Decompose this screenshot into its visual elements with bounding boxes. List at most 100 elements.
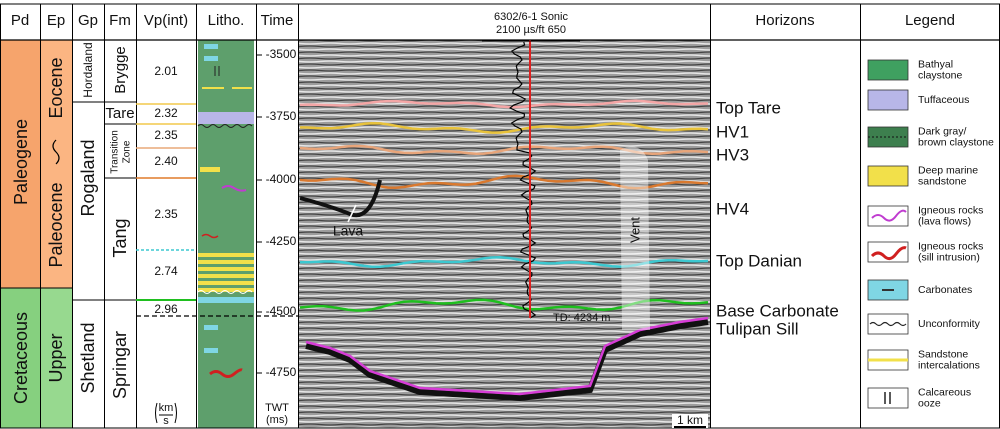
horizon-line — [300, 256, 709, 268]
legend-label: Sandstone — [918, 348, 968, 360]
time-axis-label: (ms) — [266, 414, 288, 426]
legend-label: (sill intrusion) — [918, 251, 980, 263]
horizon-label: Top Danian — [716, 251, 802, 270]
formation-label: Tang — [110, 218, 130, 257]
legend-label: Carbonates — [918, 284, 972, 296]
formation-label: Zone — [122, 140, 133, 163]
horizon-line — [299, 298, 709, 312]
legend-label: brown claystone — [918, 136, 994, 148]
legend-label: Tuffaceous — [918, 94, 969, 106]
horizon-label: HV3 — [716, 145, 749, 164]
seismic-panel — [298, 40, 710, 428]
legend-label: (lava flows) — [918, 215, 971, 227]
tulipan-sill — [305, 316, 709, 396]
scale-bar: 1 km — [677, 413, 703, 427]
legend-label: ooze — [918, 397, 941, 409]
sandstone — [200, 167, 220, 172]
header-label: Litho. — [208, 12, 245, 29]
legend-label: Unconformity — [918, 318, 981, 330]
legend-sill — [870, 246, 907, 261]
sandstone-band — [198, 274, 254, 278]
epoch-label: Eocene — [46, 57, 66, 118]
period-fill — [0, 288, 40, 428]
header-label: Time — [261, 12, 294, 29]
velocity-value: 2.74 — [154, 264, 178, 278]
velocity-unit: s — [163, 415, 169, 427]
horizon-label: Top Tare — [716, 98, 781, 117]
formation-label: Springar — [110, 331, 130, 399]
epoch-brace — [52, 139, 60, 165]
group-label: Hordaland — [81, 42, 95, 97]
header-label: Horizons — [755, 12, 814, 29]
formation-label: Brygge — [112, 46, 129, 94]
sandstone-band — [198, 281, 254, 285]
time-label: -4500 — [266, 304, 297, 318]
vent — [620, 146, 650, 330]
legend-swatch — [867, 59, 909, 81]
legend-swatch — [867, 387, 909, 409]
velocity-value: 2.40 — [154, 154, 178, 168]
legend-swatch — [867, 241, 909, 263]
tuffaceous — [198, 112, 254, 124]
lava-label: Lava — [333, 223, 364, 239]
period-label: Cretaceous — [11, 312, 31, 404]
legend-label: Bathyal — [918, 58, 953, 70]
horizon-label: Base Carbonate — [716, 301, 839, 320]
horizon-line — [299, 174, 709, 190]
legend-swatch — [867, 205, 909, 227]
legend-label: Deep marine — [918, 164, 978, 176]
horizon-label: Tulipan Sill — [716, 319, 799, 338]
velocity-value: 2.32 — [154, 106, 178, 120]
legend-unconformity — [869, 321, 907, 327]
velocity-value: 2.35 — [154, 207, 178, 221]
header-label: Fm — [109, 12, 131, 29]
period-fill — [0, 40, 40, 288]
unconformity — [197, 124, 253, 128]
legend-swatch — [867, 165, 909, 187]
carbonate — [204, 325, 218, 330]
horizon-label: HV4 — [716, 199, 749, 218]
td-label: TD: 4234 m — [553, 312, 610, 324]
formation-label: Tare — [105, 105, 134, 122]
time-label: -4250 — [266, 234, 297, 248]
header-label: Legend — [905, 12, 955, 29]
legend-label: sandstone — [918, 175, 967, 187]
sandstone-band — [198, 288, 254, 292]
legend-label: Calcareous — [918, 386, 971, 398]
lava-flow — [221, 185, 247, 192]
time-label: -4750 — [266, 365, 297, 379]
header-label: Pd — [11, 12, 29, 29]
velocity-value: 2.01 — [154, 64, 178, 78]
legend-label: Dark gray/ — [918, 125, 967, 137]
carbonate — [198, 297, 254, 303]
velocity-unit: km — [159, 402, 174, 414]
legend-label: claystone — [918, 69, 963, 81]
legend-label: Igneous rocks — [918, 204, 983, 216]
well-label: 6302/6-1 Sonic — [494, 11, 568, 23]
group-label: Shetland — [78, 322, 98, 393]
horizon-line — [299, 144, 709, 156]
sandstone-band — [198, 260, 254, 264]
header-label: Gp — [78, 12, 98, 29]
vent-label: Vent — [627, 217, 642, 243]
epoch-label: Upper — [46, 333, 66, 382]
velocity-value: 2.96 — [154, 302, 178, 316]
formation-label: Transition — [110, 130, 121, 174]
sill-mark — [201, 233, 219, 239]
time-axis-label: TWT — [265, 402, 289, 414]
sill-reflector — [305, 319, 709, 402]
time-label: -3500 — [266, 47, 297, 61]
sandstone-band — [198, 267, 254, 271]
legend-swatch — [867, 89, 909, 111]
horizon-line — [299, 99, 709, 109]
horizon-line — [299, 122, 709, 134]
carbonate — [204, 56, 218, 61]
horizon-label: HV1 — [716, 122, 749, 141]
velocity-value: 2.35 — [154, 128, 178, 142]
log-scale: 2100 µs/ft 650 — [496, 24, 566, 36]
legend-label: Igneous rocks — [918, 240, 983, 252]
legend-lava — [871, 209, 907, 222]
group-label: Rogaland — [78, 139, 98, 216]
lava-arrow — [347, 204, 357, 223]
carbonate — [204, 348, 218, 353]
